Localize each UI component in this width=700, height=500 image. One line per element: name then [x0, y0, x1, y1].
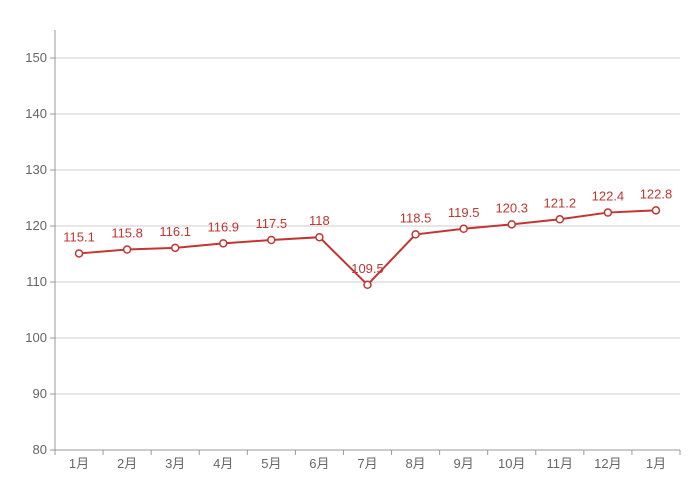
data-point: [124, 246, 131, 253]
chart-svg: 80 90 100 110 120 130 140 150 1月 2月 3月 4月 5月 6月 7月 8月 9月…: [0, 0, 700, 500]
value-label: 122.8: [640, 186, 673, 201]
data-point: [172, 244, 179, 251]
x-tick-label: 10月: [498, 456, 525, 471]
data-point: [652, 207, 659, 214]
y-tick-label: 110: [26, 274, 47, 289]
value-label: 118: [309, 213, 330, 228]
data-point: [76, 250, 83, 257]
x-tick-label: 12月: [594, 456, 621, 471]
y-tick-label: 130: [25, 162, 47, 177]
data-point: [508, 221, 515, 228]
data-point: [556, 216, 563, 223]
y-tick-label: 100: [25, 330, 47, 345]
value-label: 121.2: [544, 195, 577, 210]
data-point: [460, 225, 467, 232]
value-label: 117.5: [256, 216, 288, 231]
y-tick-label: 120: [25, 218, 47, 233]
x-tick-label: 11月: [547, 456, 574, 471]
x-tick-label: 2月: [117, 456, 137, 471]
value-label: 115.8: [111, 226, 143, 241]
data-point: [268, 237, 275, 244]
x-tick-label: 4月: [213, 456, 233, 471]
x-tick-label: 7月: [357, 456, 377, 471]
x-tick-label: 9月: [454, 456, 474, 471]
x-tick-label: 1月: [69, 456, 89, 471]
data-point: [604, 209, 611, 216]
value-label: 116.9: [207, 219, 239, 234]
x-tick-label: 6月: [309, 456, 329, 471]
x-tick-label: 8月: [405, 456, 425, 471]
data-point: [220, 240, 227, 247]
y-tick-label: 90: [33, 386, 47, 401]
y-tick-label: 140: [25, 106, 47, 121]
value-label: 119.5: [448, 205, 480, 220]
line-chart: 80 90 100 110 120 130 140 150 1月 2月 3月 4月 5月 6月 7月 8月 9月…: [0, 0, 700, 500]
value-label: 122.4: [592, 189, 625, 204]
y-tick-label: 150: [25, 50, 47, 65]
value-label: 109.5: [351, 261, 384, 276]
value-label: 115.1: [63, 229, 95, 244]
data-point: [364, 281, 371, 288]
value-label: 116.1: [159, 224, 191, 239]
x-tick-label: 3月: [165, 456, 185, 471]
x-tick-label: 5月: [261, 456, 281, 471]
value-label: 118.5: [400, 210, 432, 225]
x-tick-label: 1月: [646, 456, 666, 471]
data-point: [412, 231, 419, 238]
data-point: [316, 234, 323, 241]
value-label: 120.3: [495, 200, 528, 215]
y-tick-label: 80: [33, 442, 47, 457]
